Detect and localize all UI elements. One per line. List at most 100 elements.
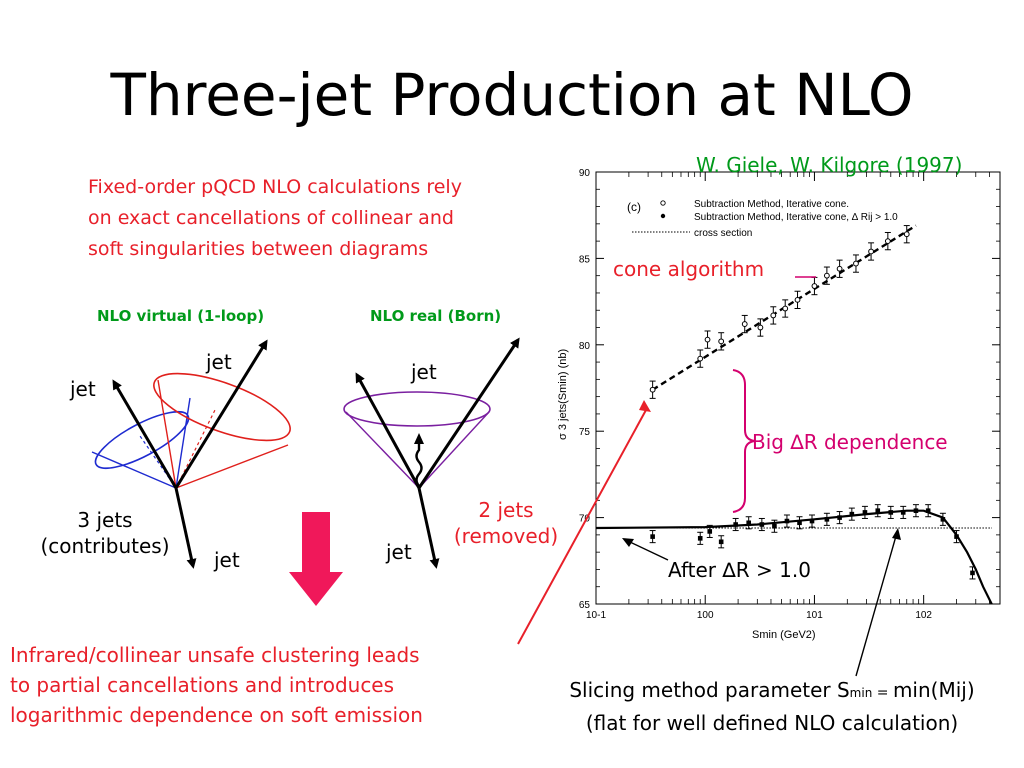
- open-point: [782, 305, 789, 312]
- slicing-line-1: Slicing method parameter Smin = min(Mij): [520, 675, 1024, 708]
- purple-cone-edge: [345, 411, 420, 489]
- intro-text: Fixed-order pQCD NLO calculations rely o…: [88, 172, 462, 265]
- cone-algorithm-label: cone algorithm: [613, 257, 765, 281]
- filled-point: [900, 510, 906, 515]
- blue-cone-edge: [91, 451, 177, 489]
- filled-point: [970, 570, 975, 576]
- slicing-pointer-head: [892, 528, 901, 540]
- open-point: [649, 386, 656, 393]
- filled-point: [888, 510, 894, 515]
- plot-border: [595, 171, 1001, 605]
- intro-line: soft singularities between diagrams: [88, 238, 429, 260]
- jet-arrow-left: [355, 372, 421, 489]
- red-cone-edge: [175, 444, 289, 489]
- filled-point: [746, 520, 751, 526]
- nlo-virtual-label: NLO virtual (1-loop): [97, 307, 265, 325]
- after-pointer-head: [622, 538, 634, 547]
- slicing-caption: Slicing method parameter Smin = min(Mij)…: [520, 675, 1024, 738]
- conclusion-line: logarithmic dependence on soft emission: [10, 703, 423, 727]
- y-tick-label: 90: [579, 168, 591, 179]
- filled-point: [697, 536, 703, 541]
- filled-point: [809, 518, 815, 524]
- plot-series: [595, 224, 993, 605]
- big-dr-label: Big ∆R dependence: [752, 430, 948, 454]
- open-point: [770, 312, 777, 319]
- filled-point: [759, 522, 765, 527]
- jet-label: jet: [214, 548, 240, 572]
- chart-legend: (c) Subtraction Method, Iterative cone. …: [627, 199, 898, 239]
- filled-point: [954, 534, 959, 539]
- jet-arrow-left: [112, 379, 178, 489]
- x-tick-label: 101: [806, 610, 823, 621]
- real-diagram: [343, 337, 520, 569]
- gluon-squiggle: [415, 442, 423, 487]
- open-point: [836, 265, 843, 272]
- jet-diagrams: [91, 337, 520, 606]
- jet-arrow-down: [417, 487, 440, 569]
- open-point: [741, 321, 748, 327]
- y-tick-label: 70: [579, 514, 591, 525]
- caption-line: 2 jets: [478, 498, 534, 522]
- y-axis-label: σ 3 jets(Smin) (nb): [557, 349, 569, 440]
- caption-line: (contributes): [40, 534, 170, 558]
- jet-arrow-down: [174, 487, 197, 569]
- slicing-subscript: min: [849, 686, 873, 700]
- red-cone-edge: [157, 379, 177, 489]
- red-pointer-line: [517, 409, 647, 645]
- x-axis-label: Smin (GeV2): [752, 629, 816, 641]
- y-tick-label: 65: [579, 600, 591, 611]
- purple-cone-edge: [418, 411, 490, 489]
- filled-point: [913, 508, 919, 513]
- conclusion-line: Infrared/collinear unsafe clustering lea…: [10, 643, 420, 667]
- blue-cone-edge: [175, 397, 191, 489]
- filled-point: [650, 534, 655, 539]
- after-pointer-line: [629, 541, 669, 561]
- caption-line: 3 jets: [77, 508, 133, 532]
- legend-entry: cross section: [694, 228, 752, 239]
- x-tick-label: 100: [697, 610, 714, 621]
- red-pointer-head: [639, 400, 651, 412]
- slide-title: Three-jet Production at NLO: [110, 61, 914, 129]
- annotations: [517, 276, 901, 677]
- open-point: [868, 248, 874, 255]
- open-point: [718, 338, 725, 345]
- filled-point: [849, 511, 855, 517]
- legend-entry: Subtraction Method, Iterative cone.: [694, 199, 849, 210]
- filled-point: [940, 517, 946, 522]
- citation-label: W. Giele, W. Kilgore (1997): [696, 153, 963, 177]
- red-cone-rim: [153, 372, 291, 442]
- purple-cone-rim: [343, 391, 491, 427]
- two-jets-caption: 2 jets (removed): [442, 497, 570, 549]
- jet-label: jet: [386, 540, 412, 564]
- slicing-equals: =: [872, 685, 893, 701]
- open-point: [697, 355, 704, 362]
- x-tick-label: 102: [915, 610, 932, 621]
- filled-point: [707, 529, 713, 534]
- blue-cone-axis: [139, 435, 177, 489]
- filled-point: [824, 517, 830, 522]
- open-point: [757, 324, 764, 331]
- open-point: [823, 272, 830, 279]
- jet-arrow-right: [417, 337, 520, 489]
- jet-arrow-right: [174, 339, 268, 489]
- filled-point: [772, 523, 777, 529]
- after-dr-label: After ∆R > 1.0: [668, 558, 811, 582]
- filled-series-curve: [595, 509, 993, 605]
- slicing-pointer-line: [855, 535, 897, 677]
- legend-open-marker: [660, 200, 666, 206]
- y-tick-label: 80: [579, 341, 591, 352]
- legend-filled-marker: [660, 213, 666, 219]
- conclusion-text: Infrared/collinear unsafe clustering lea…: [10, 640, 423, 730]
- brace-big-dr: [732, 369, 756, 513]
- filled-point: [797, 520, 802, 526]
- intro-line: Fixed-order pQCD NLO calculations rely: [88, 176, 462, 198]
- open-point: [704, 336, 711, 343]
- intro-line: on exact cancellations of collinear and: [88, 207, 454, 229]
- gluon-arrowhead: [414, 433, 424, 444]
- jet-label: jet: [206, 350, 232, 374]
- legend-entry: Subtraction Method, Iterative cone, ∆ Ri…: [694, 212, 898, 223]
- caption-line: (removed): [453, 524, 559, 548]
- x-tick-label: 10-1: [586, 610, 606, 621]
- open-point: [794, 296, 801, 303]
- slicing-suffix: min(Mij): [892, 678, 975, 702]
